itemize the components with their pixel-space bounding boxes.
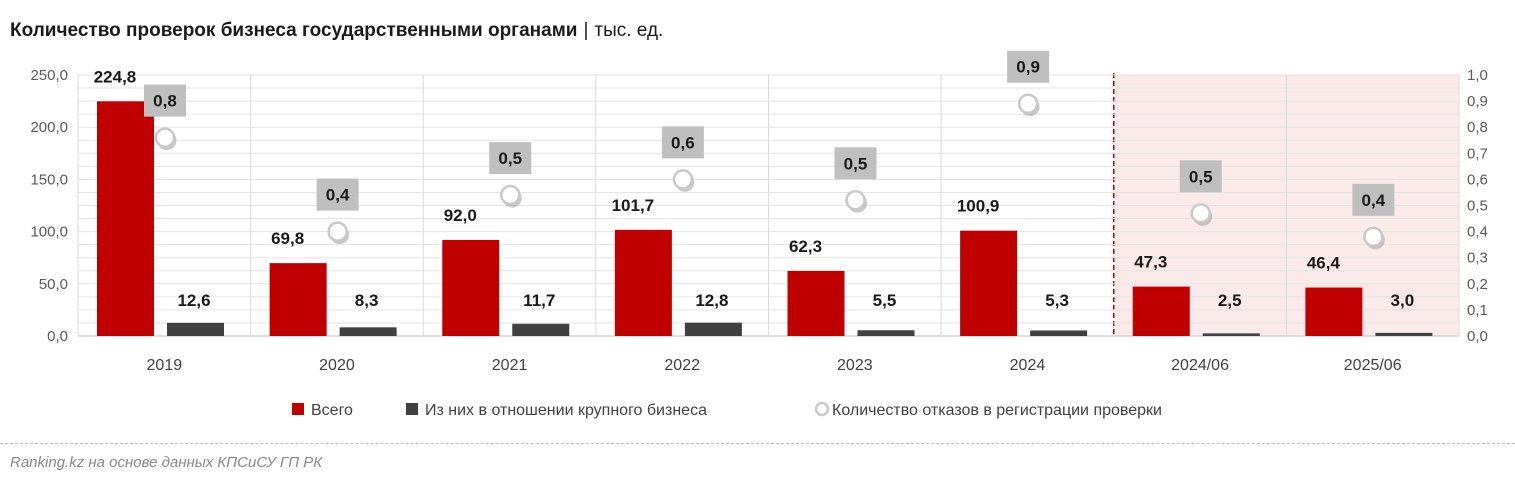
legend-label-refusals: Количество отказов в регистрации проверк… (832, 402, 1162, 419)
y-left-tick-label: 50,0 (39, 276, 68, 293)
y-right-tick-label: 0,9 (1467, 93, 1488, 110)
data-label-large-business: 12,8 (695, 291, 728, 310)
data-label-large-business: 3,0 (1391, 291, 1415, 310)
data-label-refusals: 0,5 (844, 154, 868, 173)
data-label-box (489, 142, 532, 175)
x-tick-label: 2022 (664, 357, 700, 374)
chart-title-unit: тыс. ед. (594, 20, 664, 41)
bar-large-business (684, 322, 742, 336)
y-left-tick-label: 150,0 (30, 171, 68, 188)
bar-large-business (1375, 332, 1433, 336)
x-tick-label: 2025/06 (1344, 357, 1402, 374)
y-right-tick-label: 0,2 (1467, 276, 1488, 293)
data-label-total: 46,4 (1307, 254, 1341, 273)
data-label-refusals: 0,5 (1189, 167, 1213, 186)
chart: 0,0 50,0 100,0 150,0 200,0 250,0 0,0 0,1 0,2 0,3 0… (30, 50, 1488, 419)
legend-label-large-business: Из них в отношении крупного бизнеса (425, 402, 707, 419)
bar-large-business (339, 327, 397, 336)
x-tick-label: 2020 (319, 357, 355, 374)
bar-large-business (857, 330, 915, 336)
y-left-tick-label: 0,0 (47, 328, 68, 345)
data-label-refusals: 0,4 (326, 186, 350, 205)
data-label-large-business: 5,5 (873, 291, 897, 310)
data-label-refusals: 0,4 (1362, 191, 1386, 210)
y-left-tick-label: 250,0 (30, 67, 68, 84)
y-right-tick-label: 0,4 (1467, 224, 1488, 241)
legend-swatch-large-business (406, 403, 418, 415)
x-tick-label: 2019 (147, 357, 183, 374)
data-label-total: 69,8 (271, 229, 304, 248)
data-label-total: 100,9 (957, 197, 1000, 216)
x-tick-label: 2021 (492, 357, 528, 374)
data-label-box (1007, 50, 1050, 83)
marker-refusals (1017, 93, 1039, 114)
data-label-large-business: 5,3 (1045, 291, 1069, 310)
source-note: Ranking.kz на основе данных КПСиСУ ГП РК (10, 454, 323, 471)
marker-refusals (327, 221, 348, 242)
data-label-total: 62,3 (789, 237, 822, 256)
bar-large-business (1202, 333, 1260, 336)
y-left-tick-label: 200,0 (30, 119, 68, 136)
data-label-box (144, 84, 186, 117)
marker-refusals (154, 127, 176, 148)
bar-total (614, 229, 672, 336)
chart-title-separator: | (583, 20, 589, 41)
bar-large-business (167, 322, 224, 336)
bar-large-business (1030, 330, 1088, 336)
bar-total (787, 270, 845, 336)
y-right-tick-label: 0,0 (1467, 328, 1488, 345)
data-label-refusals: 0,6 (671, 133, 695, 152)
chart-title-main: Количество проверок бизнеса государствен… (10, 20, 578, 41)
legend-marker-refusals (814, 401, 830, 417)
bar-total (97, 101, 154, 336)
data-label-total: 101,7 (612, 196, 655, 215)
data-label-large-business: 11,7 (523, 291, 555, 310)
footer-divider (0, 443, 1515, 444)
data-label-box (661, 126, 704, 159)
data-label-total: 224,8 (94, 67, 137, 86)
data-label-box (1352, 183, 1395, 216)
x-tick-label: 2024/06 (1171, 357, 1229, 374)
data-label-total: 47,3 (1134, 253, 1167, 272)
y-right-tick-label: 1,0 (1467, 67, 1488, 84)
y-right-tick-label: 0,8 (1467, 119, 1488, 136)
marker-refusals (500, 184, 521, 206)
bar-total (269, 263, 327, 336)
y-right-tick-label: 0,7 (1467, 145, 1488, 162)
bar-total (1132, 286, 1190, 336)
y-right-tick-label: 0,5 (1467, 198, 1488, 215)
legend-label-total: Всего (311, 402, 353, 419)
data-label-refusals: 0,5 (498, 149, 522, 168)
data-label-box (834, 147, 877, 180)
marker-refusals (1363, 226, 1384, 248)
marker-refusals (1190, 203, 1211, 224)
x-tick-label: 2024 (1010, 357, 1046, 374)
marker-refusals (845, 190, 866, 211)
x-tick-label: 2023 (837, 357, 873, 374)
y-right-tick-label: 0,3 (1467, 250, 1488, 267)
y-right-tick-label: 0,6 (1467, 171, 1488, 188)
bar-total (960, 230, 1018, 336)
data-label-refusals: 0,9 (1016, 58, 1040, 77)
data-label-box (1179, 160, 1222, 193)
bar-total (1305, 287, 1363, 336)
data-label-large-business: 8,3 (355, 291, 379, 310)
data-label-refusals: 0,8 (153, 92, 177, 111)
bar-total (442, 239, 500, 336)
data-label-total: 92,0 (444, 206, 477, 225)
data-label-box (316, 178, 359, 211)
y-left-tick-label: 100,0 (30, 224, 68, 241)
data-label-large-business: 2,5 (1218, 291, 1242, 310)
y-right-tick-label: 0,1 (1467, 302, 1488, 319)
chart-title: Количество проверок бизнеса государствен… (10, 20, 663, 42)
bar-large-business (512, 323, 570, 336)
data-label-large-business: 12,6 (177, 291, 210, 310)
legend-swatch-total (292, 403, 304, 415)
marker-refusals (672, 169, 694, 190)
